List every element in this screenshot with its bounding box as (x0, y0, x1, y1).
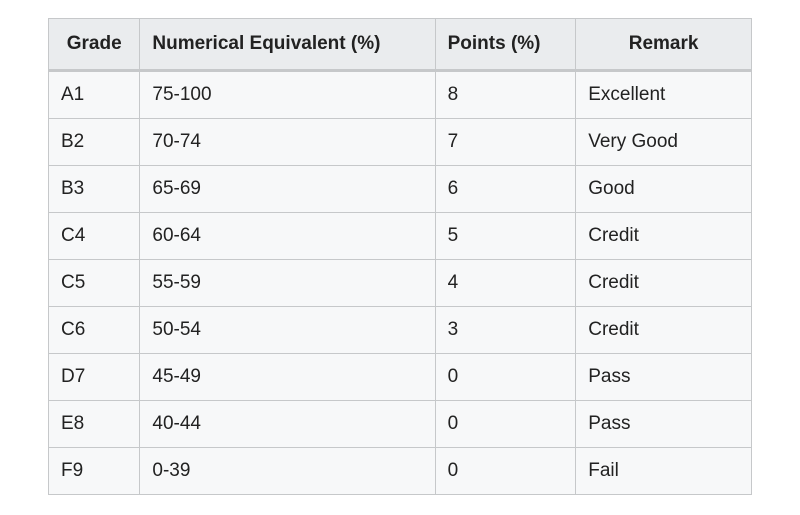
cell-points: 6 (435, 166, 576, 213)
table-row: F9 0-39 0 Fail (49, 448, 752, 495)
table-header: Grade Numerical Equivalent (%) Points (%… (49, 19, 752, 71)
cell-grade: B2 (49, 119, 140, 166)
table-body: A1 75-100 8 Excellent B2 70-74 7 Very Go… (49, 71, 752, 495)
cell-numerical: 45-49 (140, 354, 435, 401)
table-row: B3 65-69 6 Good (49, 166, 752, 213)
cell-points: 7 (435, 119, 576, 166)
cell-numerical: 55-59 (140, 260, 435, 307)
cell-remark: Good (576, 166, 752, 213)
grade-table: Grade Numerical Equivalent (%) Points (%… (48, 18, 752, 495)
cell-grade: A1 (49, 71, 140, 119)
table-row: B2 70-74 7 Very Good (49, 119, 752, 166)
cell-grade: B3 (49, 166, 140, 213)
cell-numerical: 60-64 (140, 213, 435, 260)
cell-points: 8 (435, 71, 576, 119)
cell-grade: D7 (49, 354, 140, 401)
cell-grade: C6 (49, 307, 140, 354)
cell-numerical: 0-39 (140, 448, 435, 495)
cell-remark: Credit (576, 307, 752, 354)
table-row: C4 60-64 5 Credit (49, 213, 752, 260)
cell-remark: Pass (576, 401, 752, 448)
table-row: C6 50-54 3 Credit (49, 307, 752, 354)
cell-numerical: 70-74 (140, 119, 435, 166)
table-header-row: Grade Numerical Equivalent (%) Points (%… (49, 19, 752, 71)
cell-grade: E8 (49, 401, 140, 448)
cell-grade: C4 (49, 213, 140, 260)
cell-numerical: 40-44 (140, 401, 435, 448)
cell-numerical: 65-69 (140, 166, 435, 213)
col-header-points: Points (%) (435, 19, 576, 71)
col-header-remark: Remark (576, 19, 752, 71)
cell-remark: Excellent (576, 71, 752, 119)
table-row: C5 55-59 4 Credit (49, 260, 752, 307)
cell-points: 3 (435, 307, 576, 354)
cell-points: 0 (435, 401, 576, 448)
cell-grade: C5 (49, 260, 140, 307)
cell-numerical: 75-100 (140, 71, 435, 119)
table-row: E8 40-44 0 Pass (49, 401, 752, 448)
cell-points: 0 (435, 448, 576, 495)
col-header-numerical: Numerical Equivalent (%) (140, 19, 435, 71)
cell-remark: Credit (576, 260, 752, 307)
table-row: A1 75-100 8 Excellent (49, 71, 752, 119)
cell-points: 4 (435, 260, 576, 307)
cell-remark: Fail (576, 448, 752, 495)
cell-points: 5 (435, 213, 576, 260)
col-header-grade: Grade (49, 19, 140, 71)
cell-grade: F9 (49, 448, 140, 495)
cell-remark: Credit (576, 213, 752, 260)
cell-remark: Pass (576, 354, 752, 401)
table-container: Grade Numerical Equivalent (%) Points (%… (0, 0, 800, 513)
table-row: D7 45-49 0 Pass (49, 354, 752, 401)
cell-points: 0 (435, 354, 576, 401)
cell-remark: Very Good (576, 119, 752, 166)
cell-numerical: 50-54 (140, 307, 435, 354)
